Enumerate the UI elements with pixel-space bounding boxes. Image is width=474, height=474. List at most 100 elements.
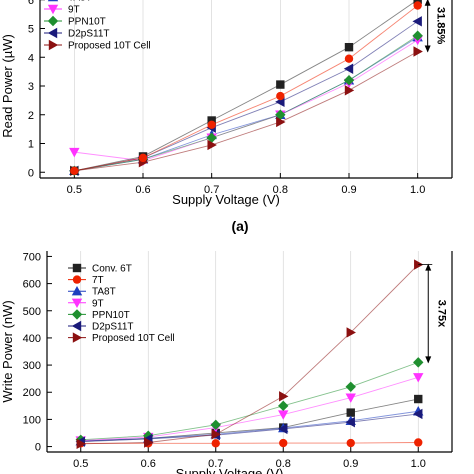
data-point	[344, 85, 355, 96]
legend-label: 9T	[68, 5, 80, 16]
y-tick-label: 4	[28, 52, 34, 64]
y-axis-label: Read Power (µW)	[0, 34, 15, 138]
data-point	[346, 408, 355, 417]
legend-marker	[47, 0, 59, 2]
data-point	[414, 438, 423, 447]
legend-marker	[71, 286, 83, 296]
chart-panel-b: 0.5 0.6 0.7 0.8 0.9 1.0 0 100 200 300 400 500 600 700…	[0, 251, 453, 474]
data-point	[413, 46, 423, 57]
y-tick-label: 700	[23, 251, 41, 263]
data-point	[207, 116, 216, 125]
y-tick-label: 100	[23, 414, 41, 426]
annotation-arrowhead	[425, 356, 432, 364]
data-point	[413, 373, 424, 383]
x-axis-label: Supply Voltage (V)	[172, 192, 280, 207]
series-line	[74, 0, 418, 172]
data-point	[345, 381, 356, 393]
y-tick-label: 2	[28, 110, 34, 122]
x-tick-label: 0.7	[208, 458, 223, 470]
y-tick-label: 500	[23, 306, 41, 318]
data-point	[413, 1, 422, 10]
y-tick-label: 3	[28, 81, 34, 93]
data-point	[210, 419, 221, 431]
legend-marker	[72, 332, 83, 343]
data-point	[279, 391, 289, 402]
y-tick-label: 400	[23, 333, 41, 345]
x-tick-label: 0.5	[73, 458, 88, 470]
data-point	[69, 147, 80, 158]
data-point	[211, 439, 220, 448]
data-point	[144, 437, 154, 448]
data-point	[346, 438, 355, 448]
y-tick-label: 5	[28, 24, 34, 36]
legend-marker	[71, 298, 83, 308]
data-point	[143, 430, 154, 441]
x-tick-label: 0.9	[343, 458, 358, 470]
x-tick-label: 0.8	[273, 184, 288, 196]
data-point	[206, 132, 217, 143]
legend-label: 7T	[92, 275, 104, 286]
legend-marker	[47, 15, 59, 27]
legend-marker	[72, 275, 82, 284]
x-tick-label: 0.5	[67, 184, 82, 196]
x-tick-label: 1.0	[410, 184, 425, 196]
data-point	[275, 109, 286, 120]
y-tick-label: 200	[23, 387, 41, 399]
chart-panel-a: 0.5 0.6 0.7 0.8 0.9 1.0 0 1 2 3 4 5 6 Supply Voltage …	[0, 0, 453, 234]
legend-label: D2pS11T	[92, 322, 134, 333]
series-line	[80, 361, 419, 441]
x-tick-label: 0.8	[276, 458, 291, 470]
legend-label: Conv. 6T	[92, 264, 132, 275]
panel-caption: (a)	[231, 218, 248, 234]
data-point	[278, 400, 289, 412]
data-point	[138, 153, 148, 163]
data-point	[207, 139, 217, 151]
legend-label: PPN10T	[92, 310, 130, 321]
y-tick-label: 1	[28, 139, 34, 151]
data-point	[70, 166, 79, 176]
data-point	[276, 116, 286, 128]
legend-marker	[48, 39, 59, 51]
data-point	[412, 30, 423, 41]
y-tick-label: 600	[23, 279, 41, 291]
y-axis-label: Write Power (nW)	[0, 300, 15, 402]
data-point	[207, 120, 216, 130]
legend-marker	[47, 4, 59, 15]
data-point	[278, 410, 289, 420]
x-axis-label: Supply Voltage (V)	[176, 466, 284, 474]
legend-label: 9T	[92, 298, 104, 309]
data-point	[414, 394, 423, 404]
y-tick-label: 300	[23, 360, 41, 372]
x-tick-label: 0.9	[341, 184, 356, 196]
series-line	[74, 51, 418, 172]
annotation-arrowhead	[424, 45, 431, 53]
data-point	[211, 429, 221, 440]
y-tick-label: 6	[28, 0, 34, 7]
series-line	[74, 39, 418, 162]
data-point	[278, 423, 288, 435]
data-point	[279, 438, 288, 448]
data-point	[346, 327, 356, 338]
y-tick-label: 0	[28, 167, 34, 179]
legend-marker	[71, 309, 83, 320]
legend-label: D2pS11T	[68, 29, 110, 40]
data-point	[345, 393, 356, 403]
data-point	[343, 63, 354, 74]
y-tick-label: 0	[35, 442, 41, 454]
data-point	[345, 416, 355, 428]
legend-label: Proposed 10T Cell	[68, 41, 151, 52]
legend-marker	[47, 27, 58, 39]
legend-label: PPN10T	[68, 17, 106, 28]
legend-label: Proposed 10T Cell	[92, 333, 175, 344]
data-point	[413, 408, 423, 420]
annotation-label: 3.75x	[435, 300, 447, 328]
series-line	[80, 376, 419, 442]
series-line	[74, 5, 418, 172]
x-tick-label: 1.0	[411, 458, 426, 470]
series-line	[80, 413, 419, 443]
legend-marker	[72, 263, 82, 273]
data-point	[412, 16, 422, 27]
x-tick-label: 0.6	[135, 184, 150, 196]
data-point	[413, 357, 424, 368]
